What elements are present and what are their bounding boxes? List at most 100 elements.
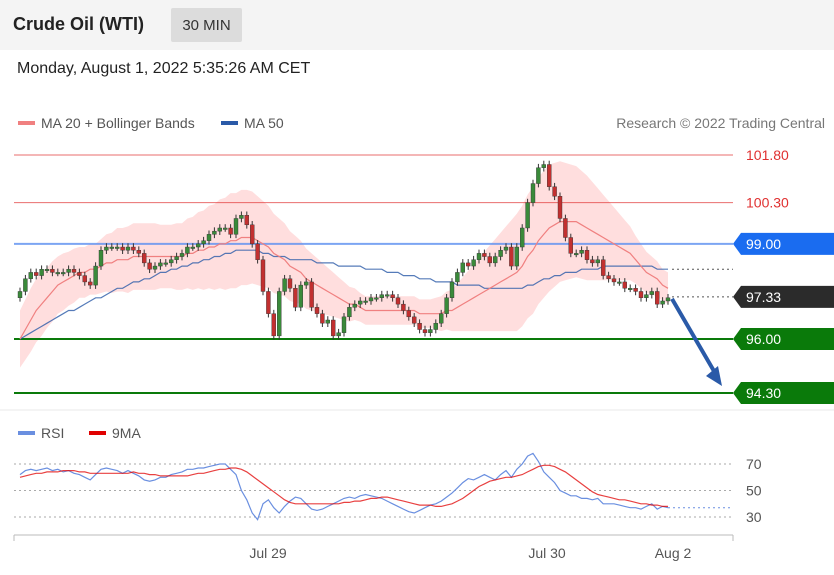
candle-body (222, 227, 228, 230)
candle-body (50, 269, 55, 273)
candle (352, 300, 357, 312)
rsi-level-label-1: 50 (746, 483, 762, 499)
candle-body (660, 300, 665, 305)
candle (50, 265, 55, 277)
candle (260, 255, 266, 296)
candle (617, 278, 622, 286)
candle (61, 268, 66, 277)
candle (574, 249, 579, 258)
candle-body (233, 218, 239, 235)
candle-body (212, 230, 217, 235)
candle (493, 252, 498, 267)
candle (222, 224, 228, 232)
candle (28, 268, 33, 283)
candle (174, 252, 179, 264)
candle (628, 284, 633, 293)
candle-body (444, 297, 449, 314)
candle-body (336, 332, 341, 337)
candle-body (131, 246, 136, 251)
x-tick-label: Jul 30 (528, 545, 566, 561)
rsi-level-label-2: 30 (746, 509, 762, 525)
candle (347, 303, 352, 321)
candle-body (665, 297, 671, 302)
candle (476, 249, 482, 264)
candle (649, 287, 654, 299)
candle (655, 287, 660, 308)
candle-body (439, 313, 444, 324)
candle (163, 259, 169, 267)
candle-body (552, 186, 557, 197)
candle (520, 224, 525, 251)
candle (141, 249, 147, 267)
candle (239, 211, 244, 223)
candle (93, 262, 98, 289)
candle (633, 284, 638, 296)
candle (212, 227, 217, 239)
candle (120, 243, 125, 255)
candle-body (39, 269, 44, 276)
candle (449, 278, 455, 302)
candle (557, 192, 563, 223)
candle (152, 262, 158, 274)
credit-text: Research © 2022 Trading Central (616, 115, 825, 131)
candle-body (109, 246, 115, 249)
candle (82, 271, 88, 286)
candle (249, 221, 255, 248)
candle-body (352, 303, 357, 308)
legend-swatch-9ma (89, 431, 106, 435)
candle-body (401, 303, 406, 311)
candle (406, 306, 411, 321)
candle-body (617, 281, 622, 284)
candle-body (390, 294, 395, 299)
candle-body (206, 234, 212, 241)
candle-body (417, 322, 422, 330)
legend-swatch-ma20 (18, 121, 35, 125)
candle (466, 259, 471, 270)
candle-body (476, 253, 482, 260)
candle-body (195, 243, 201, 248)
candle (644, 290, 649, 302)
candle-body (141, 253, 147, 264)
candle (390, 290, 395, 302)
candle-body (179, 253, 185, 257)
candle (379, 290, 384, 302)
candle (611, 274, 617, 286)
candle-body (358, 300, 363, 305)
candle (147, 259, 152, 274)
candle (460, 259, 465, 277)
candle-body (66, 269, 71, 273)
candle-body (579, 249, 584, 254)
candle (606, 271, 611, 283)
bollinger-bands (20, 161, 668, 368)
candle-body (104, 246, 109, 251)
candle (563, 214, 568, 242)
candle (98, 246, 104, 270)
candle-body (255, 243, 260, 260)
candle-body (487, 256, 492, 264)
candle (622, 278, 627, 293)
candle (39, 265, 44, 280)
candle-body (455, 272, 460, 283)
candle-body (293, 288, 298, 308)
forecast-arrow-head (706, 366, 722, 386)
candle (395, 293, 401, 308)
candle (363, 297, 368, 305)
candle (428, 325, 433, 337)
legend-label-rsi: RSI (41, 425, 65, 441)
candle-body (563, 218, 568, 238)
candle (455, 268, 460, 286)
candle-body (331, 319, 336, 337)
x-tick-label: Aug 2 (655, 545, 692, 561)
candle (482, 249, 487, 261)
candle (277, 287, 282, 340)
candle-body (282, 278, 287, 292)
timeframe-button[interactable]: 30 MIN (171, 8, 242, 42)
candle-body (374, 297, 379, 300)
candle-body (363, 300, 368, 303)
candle (530, 179, 536, 207)
candle-body (244, 215, 250, 226)
candle (304, 278, 309, 289)
candle (401, 300, 406, 315)
legend-ma20: MA 20 + Bollinger Bands (18, 115, 195, 131)
